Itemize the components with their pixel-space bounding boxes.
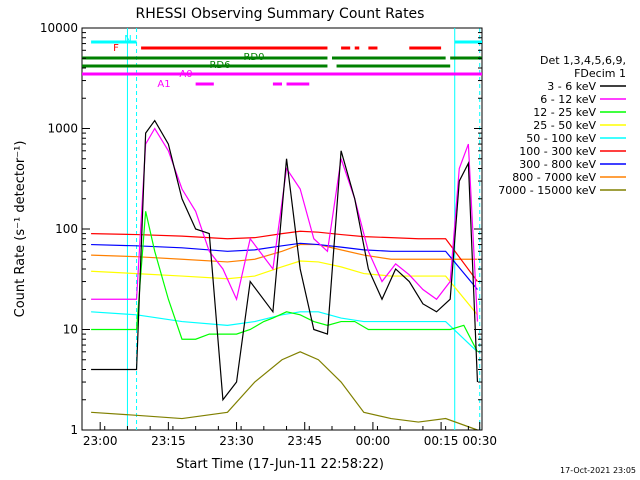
series-line-8 [91, 351, 478, 431]
flag-layer: NF RD0 RD6 A0 A1 [82, 28, 482, 430]
flag-label-n: N [124, 34, 131, 45]
x-tick-label: 23:00 [83, 434, 118, 448]
legend-entry-label: 25 - 50 keV [533, 119, 596, 132]
legend-entry-label: 12 - 25 keV [533, 106, 596, 119]
legend-entry-label: 3 - 6 keV [547, 80, 596, 93]
y-axis-label: Count Rate (s⁻¹ detector⁻¹) [13, 141, 28, 318]
series-line-3 [91, 260, 478, 316]
flag-label-a0: A0 [179, 69, 192, 80]
legend-entry-label: 100 - 300 keV [519, 145, 596, 158]
series-layer [91, 119, 479, 431]
x-tick-label: 00:15 [424, 434, 459, 448]
y-tick-label: 1000 [47, 122, 78, 136]
x-tick-label: 00:00 [356, 434, 391, 448]
x-tick-label: 23:45 [287, 434, 322, 448]
legend-entry-label: 800 - 7000 keV [512, 171, 596, 184]
series-line-4 [91, 311, 478, 353]
flag-label-rd0: RD0 [243, 52, 264, 63]
y-tick-label: 10000 [40, 21, 78, 35]
legend-header: Det 1,3,4,5,6,9, [540, 54, 626, 67]
x-axis-label: Start Time (17-Jun-11 22:58:22) [176, 457, 384, 472]
series-line-6 [91, 242, 478, 290]
flag-label-rd6: RD6 [209, 60, 230, 71]
chart-title: RHESSI Observing Summary Count Rates [136, 6, 425, 22]
series-line-2 [91, 211, 478, 353]
axis-layer: 23:00 23:15 23:30 23:45 00:00 00:15 00:30 1 10 10… [40, 21, 497, 448]
x-tick-label: 23:30 [219, 434, 254, 448]
legend-entry-label: 50 - 100 keV [526, 132, 596, 145]
legend-entry-label: 6 - 12 keV [540, 93, 596, 106]
series-line-5 [91, 230, 478, 282]
flag-label-f: F [113, 43, 119, 54]
y-tick-label: 100 [55, 222, 78, 236]
legend-entry-label: 300 - 800 keV [519, 158, 596, 171]
timestamp: 17-Oct-2021 23:05 [560, 466, 636, 475]
y-tick-label: 1 [70, 423, 78, 437]
flag-label-a1: A1 [157, 79, 170, 90]
x-tick-label: 00:30 [462, 434, 497, 448]
x-tick-label: 23:15 [151, 434, 186, 448]
series-line-7 [91, 243, 478, 263]
legend-header: FDecim 1 [574, 67, 626, 80]
y-tick-label: 10 [63, 323, 78, 337]
legend-entry-label: 7000 - 15000 keV [498, 184, 596, 197]
series-line-0 [91, 119, 479, 402]
